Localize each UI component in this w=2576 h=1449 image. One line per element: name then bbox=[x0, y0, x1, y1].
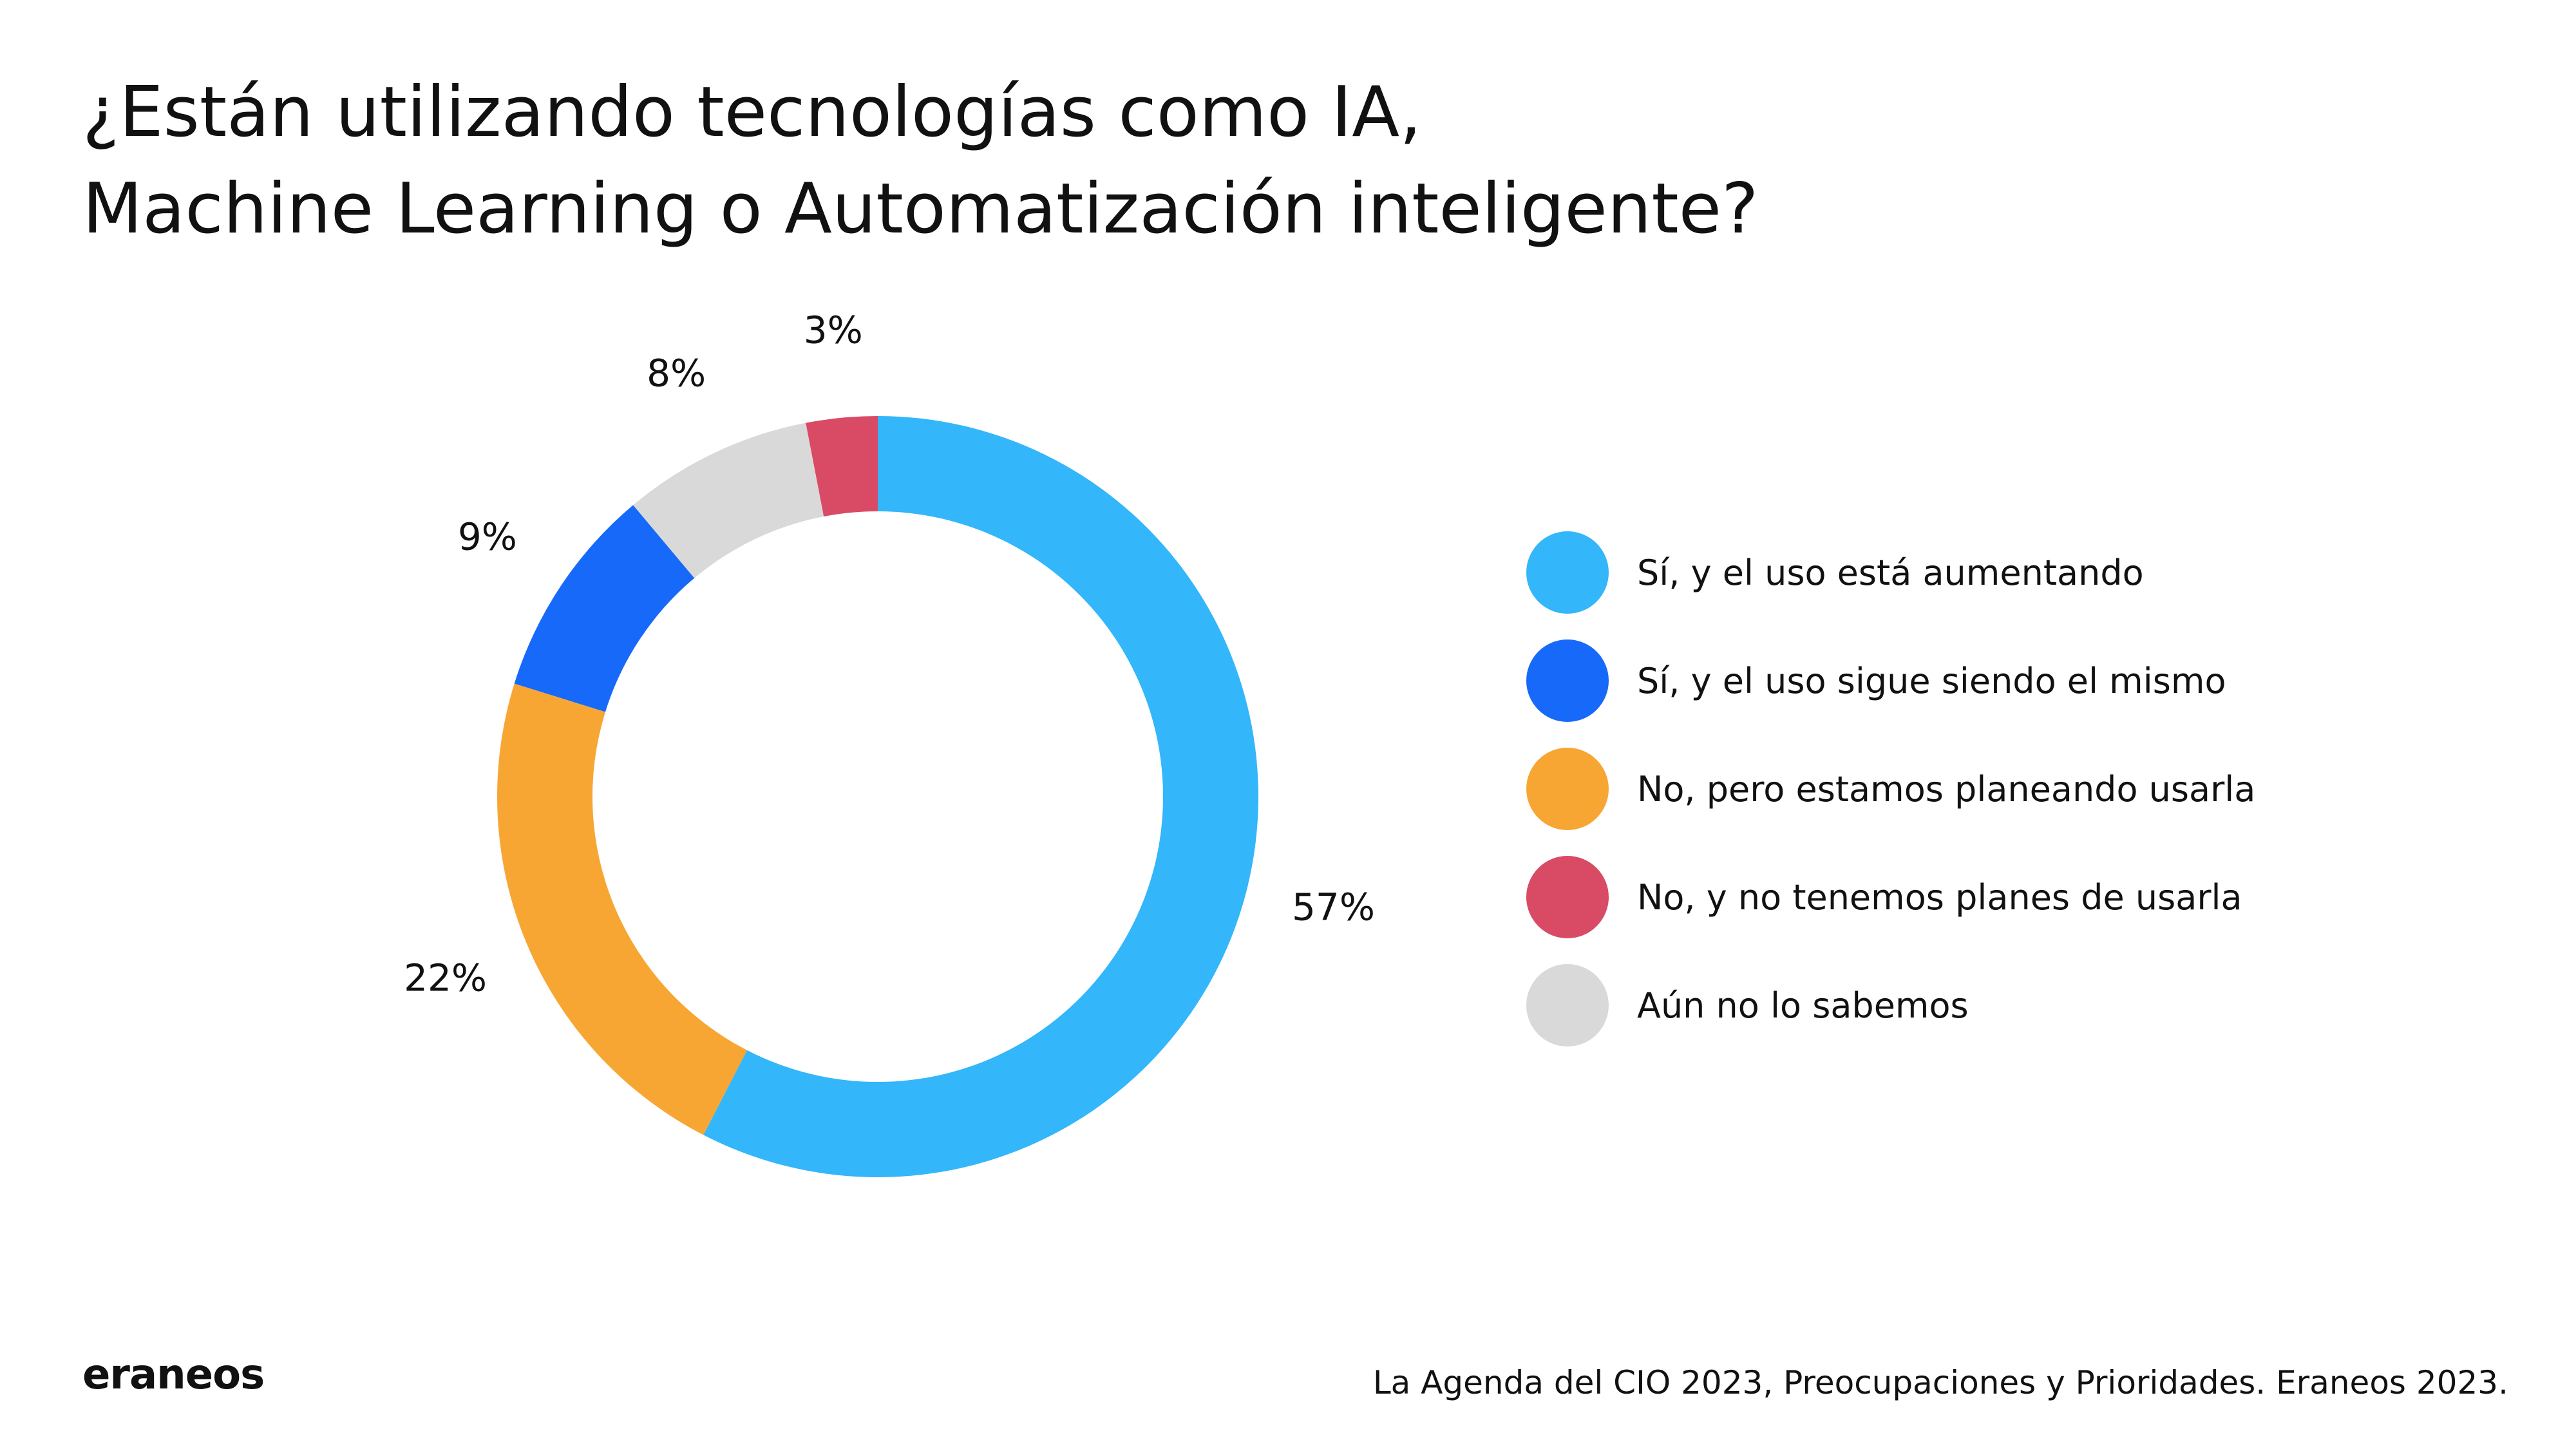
chart-title-line-2: Machine Learning o Automatización inteli… bbox=[82, 169, 1759, 249]
legend-label: No, pero estamos planeando usarla bbox=[1637, 768, 2256, 810]
legend-label: No, y no tenemos planes de usarla bbox=[1637, 876, 2242, 918]
slice-value-label: 8% bbox=[647, 352, 706, 395]
source-note: La Agenda del CIO 2023, Preocupaciones y… bbox=[1372, 1364, 2508, 1401]
legend-label: Sí, y el uso está aumentando bbox=[1637, 552, 2144, 593]
slice-value-label: 3% bbox=[804, 308, 863, 352]
legend-item: Aún no lo sabemos bbox=[1526, 964, 2255, 1046]
donut-slices bbox=[497, 416, 1258, 1178]
legend-item: No, pero estamos planeando usarla bbox=[1526, 748, 2255, 830]
donut-slice bbox=[806, 416, 878, 517]
legend-item: Sí, y el uso está aumentando bbox=[1526, 531, 2255, 614]
legend-swatch bbox=[1526, 856, 1609, 938]
donut-slice bbox=[633, 422, 824, 578]
legend-label: Aún no lo sabemos bbox=[1637, 985, 1969, 1026]
chart-legend: Sí, y el uso está aumentando Sí, y el us… bbox=[1526, 531, 2255, 1072]
chart-title-line-1: ¿Están utilizando tecnologías como IA, bbox=[82, 72, 1422, 153]
legend-label: Sí, y el uso sigue siendo el mismo bbox=[1637, 660, 2226, 701]
legend-swatch bbox=[1526, 639, 1609, 722]
donut-slice bbox=[514, 505, 695, 712]
donut-slice bbox=[703, 416, 1258, 1178]
legend-item: No, y no tenemos planes de usarla bbox=[1526, 856, 2255, 938]
chart-title: ¿Están utilizando tecnologías como IA, M… bbox=[82, 64, 2401, 258]
donut-value-labels: 57% 22% 9% 8% 3% bbox=[404, 308, 1375, 999]
eraneos-logo: eraneos bbox=[82, 1351, 265, 1399]
slice-value-label: 22% bbox=[404, 956, 487, 999]
legend-item: Sí, y el uso sigue siendo el mismo bbox=[1526, 639, 2255, 722]
legend-swatch bbox=[1526, 748, 1609, 830]
legend-swatch bbox=[1526, 531, 1609, 614]
slice-value-label: 9% bbox=[458, 515, 517, 559]
slice-value-label: 57% bbox=[1292, 886, 1375, 929]
donut-slice bbox=[497, 683, 748, 1135]
legend-swatch bbox=[1526, 964, 1609, 1046]
